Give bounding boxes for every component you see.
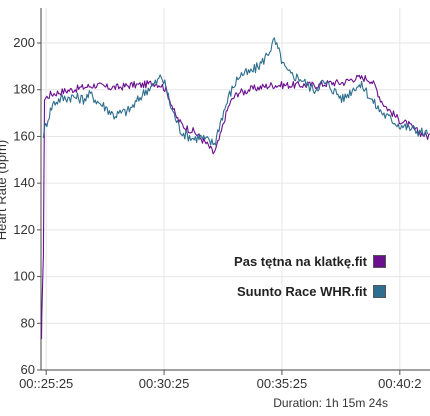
duration-label: Duration: 1h 15m 24s <box>273 396 388 410</box>
y-tick-label-4: 140 <box>13 175 35 190</box>
y-tick-label-5: 160 <box>13 128 35 143</box>
series-line-1 <box>42 37 429 146</box>
legend-swatch-suunto <box>373 285 386 298</box>
legend-item-chest-strap[interactable]: Pas tętna na klatkę.fit <box>234 254 386 269</box>
y-tick-label-2: 100 <box>13 269 35 284</box>
x-tick-label-3: 00:40:2 <box>378 376 421 391</box>
grid-lines <box>41 8 430 371</box>
y-tick-label-1: 80 <box>21 315 35 330</box>
legend-label-chest-strap: Pas tętna na klatkę.fit <box>234 254 367 269</box>
x-axis-ticks: 00::25:25 00:30:25 00:35:25 00:40:2 <box>19 370 422 391</box>
y-tick-label-6: 180 <box>13 82 35 97</box>
series-line-0 <box>40 74 430 340</box>
legend-swatch-chest-strap <box>373 255 386 268</box>
series-lines <box>40 37 430 340</box>
axes <box>40 8 430 371</box>
x-tick-label-0: 00::25:25 <box>19 376 73 391</box>
y-tick-label-0: 60 <box>21 362 35 377</box>
legend-label-suunto: Suunto Race WHR.fit <box>237 284 367 299</box>
y-axis-ticks: 60 80 100 120 140 160 180 200 <box>13 35 41 377</box>
x-tick-label-2: 00:35:25 <box>257 376 308 391</box>
y-tick-label-7: 200 <box>13 35 35 50</box>
y-tick-label-3: 120 <box>13 222 35 237</box>
x-tick-label-1: 00:30:25 <box>139 376 190 391</box>
y-axis-label: Heart Rate (bpm) <box>0 140 9 240</box>
legend-item-suunto[interactable]: Suunto Race WHR.fit <box>237 284 386 299</box>
